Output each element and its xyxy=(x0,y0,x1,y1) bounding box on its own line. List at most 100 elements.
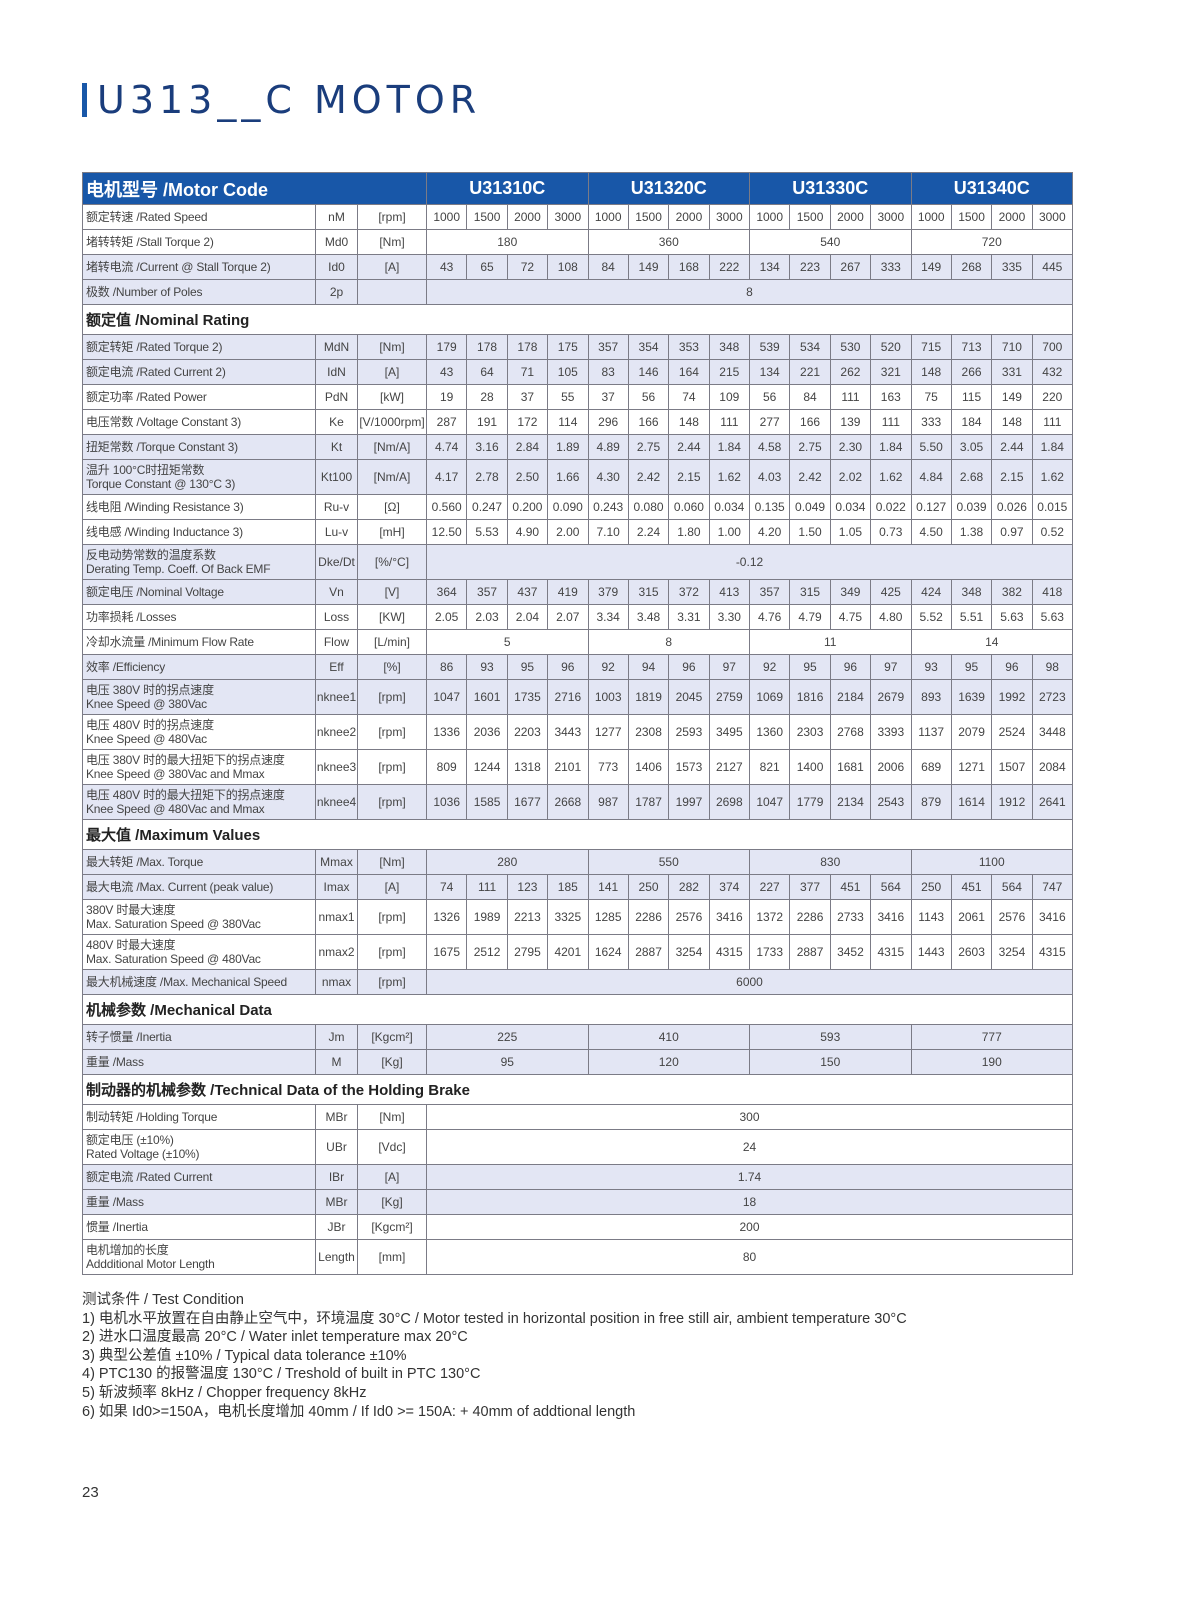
row-unit: [rpm] xyxy=(357,969,427,995)
value-cell: 28 xyxy=(466,384,508,410)
value-cell: 2768 xyxy=(829,714,872,750)
value-cell: 4201 xyxy=(547,934,589,970)
value-cell: 1.62 xyxy=(708,459,751,495)
value-cell: 1336 xyxy=(425,714,468,750)
value-cell: 1.74 xyxy=(426,1164,1073,1190)
table-header-row: 电机型号 /Motor Code U31310C U31320C U31330C… xyxy=(82,172,1073,205)
table-row: 额定电流 /Rated Current IBr [A] 1.74 xyxy=(82,1164,1073,1190)
value-cell: 97 xyxy=(708,654,751,680)
value-cell: 1.84 xyxy=(870,434,912,460)
value-cell: 0.034 xyxy=(829,494,872,520)
row-symbol: Eff xyxy=(315,654,358,680)
value-cell: 987 xyxy=(587,784,629,820)
section-title: 最大值 /Maximum Values xyxy=(82,819,1073,850)
value-cell: 2134 xyxy=(829,784,872,820)
value-cell: 382 xyxy=(991,579,1033,605)
row-unit: [Ω] xyxy=(357,494,427,520)
value-cell: 4.30 xyxy=(587,459,629,495)
row-label-text: 线电感 /Winding Inductance 3) xyxy=(86,525,243,539)
row-label: 额定电压 /Nominal Voltage xyxy=(82,579,316,605)
value-cell: 357 xyxy=(466,579,508,605)
value-cell: 2723 xyxy=(1031,679,1074,715)
value-cell: 0.039 xyxy=(950,494,993,520)
value-cell: 56 xyxy=(748,384,791,410)
row-symbol: IBr xyxy=(315,1164,358,1190)
value-cell: 564 xyxy=(991,874,1033,900)
row-label-text: 转子惯量 /Inertia xyxy=(86,1030,172,1044)
value-cell: 4.76 xyxy=(748,604,791,630)
row-unit: [Nm] xyxy=(357,334,427,360)
value-cell: 97 xyxy=(870,654,912,680)
value-cell: 4.17 xyxy=(425,459,468,495)
value-cell: 4.03 xyxy=(748,459,791,495)
value-cell: 71 xyxy=(506,359,549,385)
value-cell: 96 xyxy=(547,654,589,680)
value-cell: 413 xyxy=(708,579,751,605)
value-cell: 287 xyxy=(425,409,468,435)
value-cell: 190 xyxy=(910,1049,1073,1075)
value-cell: 4315 xyxy=(708,934,751,970)
value-cell: 335 xyxy=(991,254,1033,280)
row-label: 堵转转矩 /Stall Torque 2) xyxy=(82,229,316,255)
value-cell: 1997 xyxy=(668,784,710,820)
value-cell: 215 xyxy=(708,359,751,385)
value-cell: 2.42 xyxy=(789,459,831,495)
row-label: 最大机械速度 /Max. Mechanical Speed xyxy=(82,969,316,995)
value-cell: 1.84 xyxy=(1031,434,1074,460)
row-unit: [rpm] xyxy=(357,204,427,230)
row-symbol: Dke/Dt xyxy=(315,544,358,580)
table-row: 额定电压 /Nominal Voltage Vn [V] 364 357 437 419 37… xyxy=(82,579,1074,605)
value-cell: 92 xyxy=(748,654,791,680)
row-unit: [A] xyxy=(357,254,427,280)
value-cell: 163 xyxy=(870,384,912,410)
row-unit: [rpm] xyxy=(357,714,427,750)
value-cell: 1285 xyxy=(587,899,629,935)
table-row: 功率损耗 /Losses Loss [KW] 2.05 2.03 2.04 2.07 3.34… xyxy=(82,604,1074,630)
value-cell: 1036 xyxy=(425,784,468,820)
value-cell: 451 xyxy=(950,874,993,900)
row-label-text: 额定电流 /Rated Current xyxy=(86,1170,213,1184)
section-header-row: 制动器的机械参数 /Technical Data of the Holding … xyxy=(82,1074,1073,1105)
value-cell: 5.63 xyxy=(1031,604,1074,630)
value-cell: 168 xyxy=(668,254,710,280)
value-cell: 3416 xyxy=(870,899,912,935)
value-cell: 0.97 xyxy=(991,519,1033,545)
value-cell: 1.89 xyxy=(547,434,589,460)
note-item: 1) 电机水平放置在自由静止空气中，环境温度 30°C / Motor test… xyxy=(82,1310,907,1327)
value-cell: 379 xyxy=(587,579,629,605)
value-cell: 550 xyxy=(587,849,750,875)
value-cell: 357 xyxy=(748,579,791,605)
value-cell: 2084 xyxy=(1031,749,1074,785)
row-symbol: PdN xyxy=(315,384,358,410)
value-cell: 1000 xyxy=(587,204,629,230)
row-symbol: Flow xyxy=(315,629,358,655)
row-symbol: Id0 xyxy=(315,254,358,280)
table-row: 极数 /Number of Poles 2p 8 xyxy=(82,279,1073,305)
row-unit: [L/min] xyxy=(357,629,427,655)
value-cell: 2000 xyxy=(506,204,549,230)
row-label: 最大电流 /Max. Current (peak value) xyxy=(82,874,316,900)
row-label-english: Knee Speed @ 480Vac xyxy=(86,732,207,746)
table-row: 重量 /Mass MBr [Kg] 18 xyxy=(82,1189,1073,1215)
value-cell: 2698 xyxy=(708,784,751,820)
row-label-english: Max. Saturation Speed @ 380Vac xyxy=(86,917,261,931)
value-cell: 0.049 xyxy=(789,494,831,520)
value-cell: 1992 xyxy=(991,679,1033,715)
value-cell: 2.50 xyxy=(506,459,549,495)
row-label-text: 额定电流 /Rated Current 2) xyxy=(86,365,226,379)
value-cell: 1.62 xyxy=(870,459,912,495)
value-cell: 2036 xyxy=(466,714,508,750)
value-cell: 166 xyxy=(627,409,670,435)
value-cell: 1733 xyxy=(748,934,791,970)
value-cell: 5.52 xyxy=(910,604,952,630)
value-cell: 2795 xyxy=(506,934,549,970)
value-cell: 539 xyxy=(748,334,791,360)
row-label: 额定电压 (±10%) Rated Voltage (±10%) xyxy=(82,1129,316,1165)
value-cell: 809 xyxy=(425,749,468,785)
row-unit: [Kgcm²] xyxy=(357,1024,427,1050)
value-cell: 348 xyxy=(708,334,751,360)
value-cell: 2.75 xyxy=(627,434,670,460)
row-label-text: 冷却水流量 /Minimum Flow Rate xyxy=(86,635,254,649)
table-row: 温升 100°C时扭矩常数 Torque Constant @ 130°C 3) K… xyxy=(82,459,1074,495)
row-label: 制动转矩 /Holding Torque xyxy=(82,1104,316,1130)
